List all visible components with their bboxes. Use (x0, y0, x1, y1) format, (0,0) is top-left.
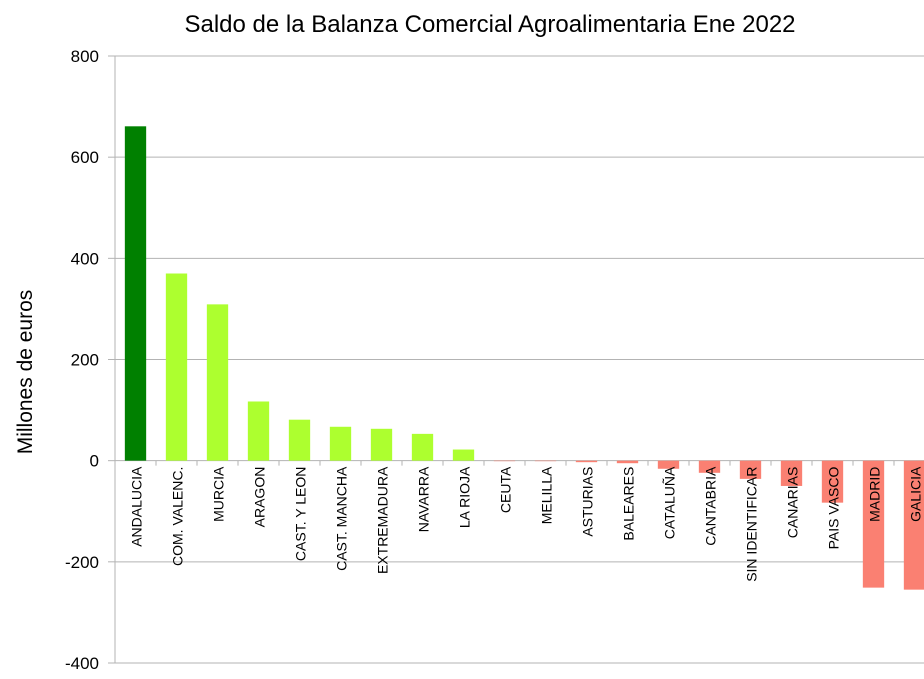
x-tick-label: NAVARRA (416, 466, 432, 532)
x-tick-label: CAST. Y LEON (293, 467, 309, 561)
bar (903, 460, 924, 590)
bar (493, 460, 516, 462)
y-tick-label: 0 (90, 452, 99, 471)
y-tick-label: 200 (71, 351, 99, 370)
bar (206, 304, 229, 461)
y-tick-label: -200 (65, 553, 99, 572)
x-tick-label: COM. VALENC. (170, 467, 186, 566)
y-tick-label: 600 (71, 148, 99, 167)
bar (165, 273, 188, 461)
bar (575, 460, 598, 463)
bar (657, 460, 680, 469)
bar (698, 460, 721, 473)
bar (780, 460, 803, 486)
x-tick-label: CATALUÑA (662, 466, 678, 539)
x-tick-label: BALEARES (621, 467, 637, 541)
x-tick-label: MADRID (867, 467, 883, 522)
bar (616, 460, 639, 464)
x-tick-label: GALICIA (908, 466, 924, 522)
bar (862, 460, 885, 588)
bar (370, 428, 393, 461)
x-tick-label: MELILLA (539, 466, 555, 524)
y-tick-label: 400 (71, 249, 99, 268)
x-tick-label: CANARIAS (785, 467, 801, 539)
bar (247, 401, 270, 461)
bar (411, 433, 434, 461)
bar (739, 460, 762, 479)
chart-title: Saldo de la Balanza Comercial Agroalimen… (184, 11, 795, 38)
y-tick-label: 800 (71, 47, 99, 66)
y-axis-label: Millones de euros (14, 290, 37, 455)
x-tick-label: CEUTA (498, 466, 514, 513)
x-tick-label: LA RIOJA (457, 466, 473, 528)
bar (288, 419, 311, 461)
bar (821, 460, 844, 503)
bar (329, 426, 352, 461)
x-tick-label: CANTABRIA (703, 466, 719, 546)
y-tick-label: -400 (65, 654, 99, 673)
x-tick-label: ASTURIAS (580, 467, 596, 537)
bar (124, 126, 147, 461)
x-tick-label: ARAGON (252, 467, 268, 528)
x-tick-label: PAIS VASCO (826, 467, 842, 550)
x-tick-label: SIN IDENTIFICAR (744, 467, 760, 582)
x-tick-label: ANDALUCIA (129, 466, 145, 547)
x-tick-label: EXTREMADURA (375, 466, 391, 574)
x-tick-label: MURCIA (211, 466, 227, 522)
bar (534, 460, 557, 462)
bar (452, 449, 475, 461)
x-tick-label: CAST. MANCHA (334, 466, 350, 571)
